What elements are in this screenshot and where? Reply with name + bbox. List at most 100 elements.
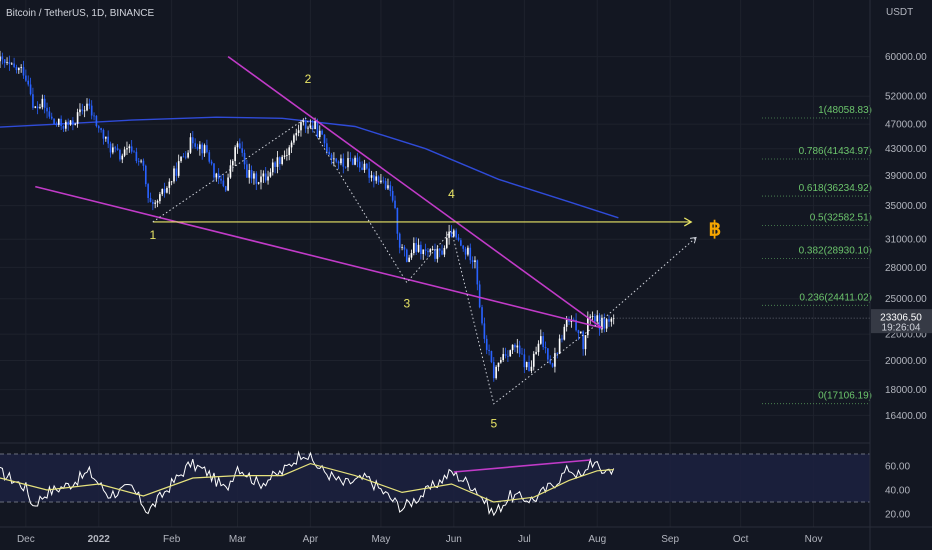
candle-body (34, 106, 37, 108)
rsi-tick-label: 60.00 (885, 462, 910, 473)
candle-body (0, 56, 1, 62)
candle-body (443, 247, 446, 255)
candle-body (210, 161, 213, 164)
candle-body (521, 353, 523, 355)
fib-level-label: 0(17106.19) (818, 391, 872, 402)
candle-body (243, 152, 246, 165)
candle-body (518, 345, 521, 354)
candle-body (109, 143, 112, 153)
time-tick-label: Aug (588, 534, 606, 545)
candle-body (394, 200, 396, 208)
candle-body (469, 247, 472, 261)
rsi-band (0, 454, 870, 502)
candle-body (422, 249, 425, 255)
candle-body (288, 147, 291, 156)
candle-body (236, 143, 239, 148)
wave-label: 2 (305, 72, 312, 86)
candle-body (535, 352, 537, 354)
candle-body (140, 160, 142, 162)
candle-body (314, 121, 316, 130)
candle-body (50, 116, 53, 119)
candle-body (97, 126, 100, 129)
candle-body (375, 176, 378, 181)
price-tick-label: 25000.00 (885, 294, 927, 305)
drawings-layer: 1 2 3 4 5 ฿ (35, 55, 721, 430)
time-tick-label: Jul (518, 534, 531, 545)
candle-body (255, 173, 258, 184)
price-tick-label: 39000.00 (885, 171, 927, 182)
candle-body (180, 156, 182, 162)
candle-body (116, 148, 119, 150)
candle-body (365, 163, 368, 169)
candle-body (67, 121, 70, 125)
price-tick-label: 43000.00 (885, 144, 927, 155)
candle-body (483, 323, 486, 339)
candle-body (253, 173, 255, 179)
candle-body (316, 121, 319, 137)
candle-body (335, 158, 338, 162)
candle-body (391, 191, 394, 201)
candle-body (135, 151, 138, 161)
last-price-tag (871, 309, 932, 334)
candle-body (474, 260, 476, 263)
price-tick-label: 16400.00 (885, 411, 927, 422)
candle-body (239, 143, 241, 149)
candle-body (434, 249, 436, 259)
candle-body (492, 362, 495, 379)
candle-body (121, 155, 124, 160)
candle-body (589, 316, 592, 318)
candle-body (462, 245, 465, 249)
candle-body (598, 315, 601, 330)
wave-label: 3 (403, 297, 410, 311)
candle-body (57, 118, 60, 125)
candle-body (10, 63, 13, 65)
candle-body (478, 284, 481, 308)
price-tick-label: 52000.00 (885, 92, 927, 103)
candle-body (36, 106, 39, 109)
candle-body (95, 115, 98, 127)
candle-body (387, 185, 389, 189)
candle-body (271, 162, 274, 173)
candle-body (137, 160, 140, 162)
candle-body (48, 111, 51, 117)
candle-body (257, 182, 260, 184)
price-tick-label: 47000.00 (885, 120, 927, 131)
candle-body (608, 319, 610, 322)
chart-title: Bitcoin / TetherUS, 1D, BINANCE (6, 8, 155, 19)
candle-body (15, 66, 18, 71)
candle-body (147, 184, 149, 198)
time-tick-label: Jun (446, 534, 462, 545)
candle-body (152, 202, 154, 204)
fibonacci-layer: 1(48058.83) 0.786(41434.97) 0.618(36234.92… (762, 105, 872, 405)
candle-body (65, 121, 67, 129)
candle-body (241, 148, 244, 153)
candle-body (69, 120, 72, 125)
candle-body (281, 156, 283, 164)
wave-path-arrowhead (689, 236, 697, 244)
candle-body (542, 336, 544, 348)
time-tick-label: Sep (661, 534, 679, 545)
candle-body (514, 344, 516, 348)
candle-body (326, 143, 328, 152)
candle-body (93, 115, 95, 117)
fib-level-label: 0.786(41434.97) (799, 146, 872, 157)
candle-body (267, 176, 269, 181)
candle-body (293, 135, 295, 143)
candle-body (318, 130, 321, 137)
candle-body (166, 187, 168, 193)
last-price-countdown: 19:26:04 (882, 323, 921, 334)
time-tick-label: May (371, 534, 390, 545)
candle-body (248, 170, 251, 178)
candle-body (358, 161, 361, 168)
time-tick-label: Mar (229, 534, 247, 545)
candle-body (502, 354, 505, 361)
candle-body (203, 145, 206, 154)
candle-body (168, 181, 171, 188)
candle-body (8, 62, 11, 64)
rsi-ma-line (0, 462, 614, 503)
candle-body (1, 56, 4, 60)
candle-body (584, 335, 587, 350)
candle-body (485, 338, 488, 350)
candle-body (481, 307, 483, 324)
